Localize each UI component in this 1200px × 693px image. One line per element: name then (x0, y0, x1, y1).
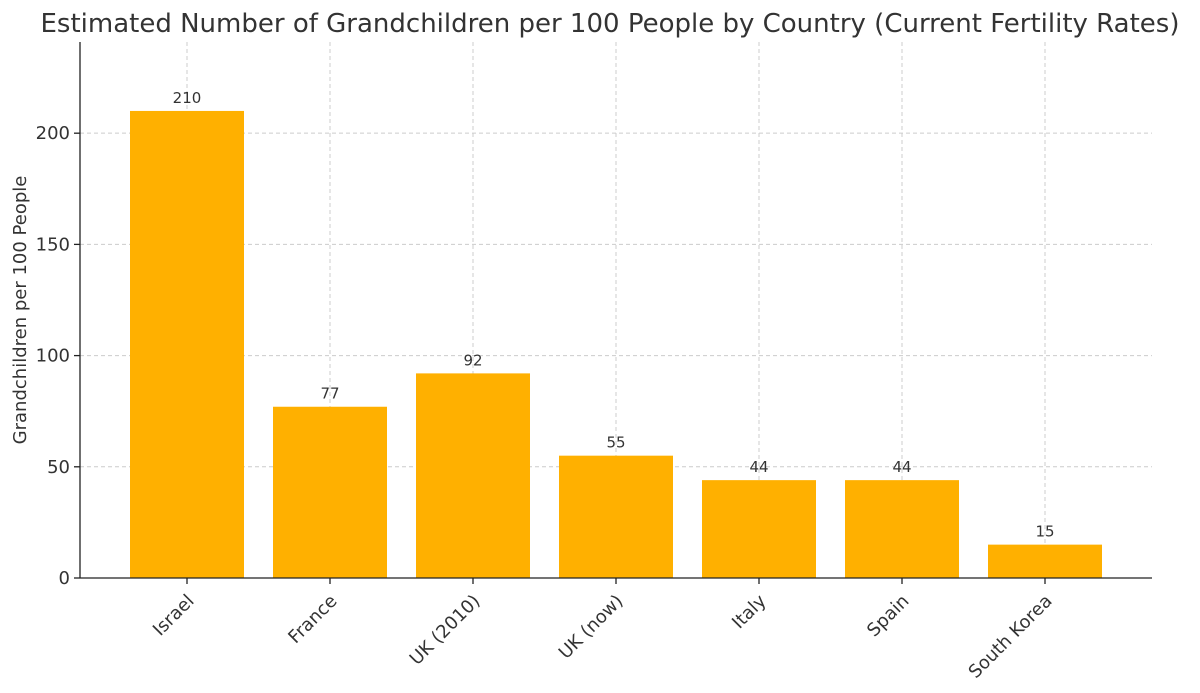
bar-italy (702, 480, 816, 578)
x-tick-label: Italy (728, 590, 771, 633)
x-tick-label: France (284, 591, 341, 648)
data-label: 15 (1035, 523, 1054, 541)
y-tick-label: 0 (59, 568, 70, 589)
y-axis-label: Grandchildren per 100 People (10, 176, 31, 445)
data-label: 92 (463, 351, 482, 369)
y-axis-ticks: 0 50 100 150 200 (36, 123, 80, 589)
y-tick-label: 50 (47, 457, 70, 478)
bar-france (273, 406, 387, 578)
bar-spain (845, 480, 959, 578)
x-tick-label: UK (now) (555, 591, 628, 664)
bar-uk-2010 (416, 373, 530, 578)
bar-israel (130, 110, 244, 579)
bars (130, 110, 1102, 579)
y-tick-label: 200 (36, 123, 70, 144)
data-label: 77 (320, 385, 339, 403)
y-tick-label: 150 (36, 234, 70, 255)
x-axis-ticks: Israel France UK (2010) UK (now) Italy Spain S… (149, 578, 1057, 683)
data-labels: 210 77 92 55 44 44 15 (173, 89, 1055, 541)
x-tick-label: UK (2010) (406, 591, 485, 670)
data-label: 55 (606, 434, 625, 452)
gridlines (80, 42, 1152, 578)
data-label: 210 (173, 89, 202, 107)
bar-uk-now (559, 455, 673, 578)
chart-title: Estimated Number of Grandchildren per 10… (41, 9, 1180, 39)
y-tick-label: 100 (36, 346, 70, 367)
x-tick-label: Spain (863, 591, 913, 641)
x-tick-label: South Korea (965, 591, 1057, 683)
x-tick-label: Israel (149, 591, 199, 641)
bar-south-korea (988, 544, 1102, 578)
data-label: 44 (892, 458, 911, 476)
data-label: 44 (749, 458, 768, 476)
